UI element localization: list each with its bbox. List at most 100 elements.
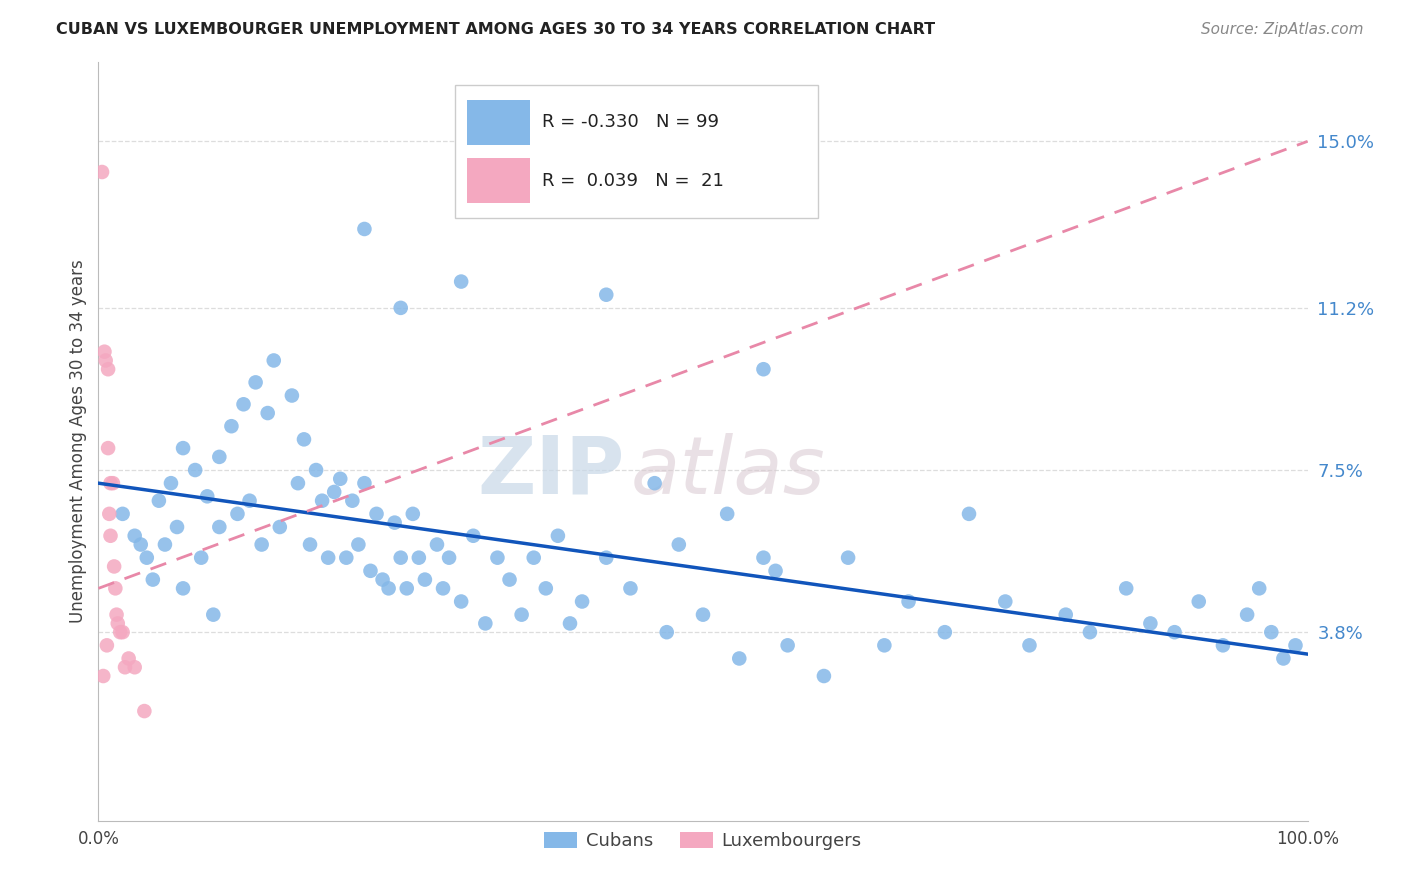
Point — [135, 550, 157, 565]
Point — [323, 485, 346, 500]
Text: R = -0.330   N = 99: R = -0.330 N = 99 — [543, 113, 720, 131]
Point — [408, 550, 430, 565]
Point — [655, 625, 678, 640]
Text: ZIP: ZIP — [477, 433, 624, 511]
Point — [221, 419, 243, 434]
Point — [292, 433, 315, 447]
Point — [190, 550, 212, 565]
Point — [534, 582, 557, 596]
Point — [547, 529, 569, 543]
Point — [371, 573, 394, 587]
Point — [389, 301, 412, 315]
Point — [776, 638, 799, 652]
Point — [172, 582, 194, 596]
Point — [100, 476, 122, 491]
Point — [103, 559, 125, 574]
Point — [994, 594, 1017, 608]
Point — [1272, 651, 1295, 665]
Text: Source: ZipAtlas.com: Source: ZipAtlas.com — [1201, 22, 1364, 37]
Point — [595, 550, 617, 565]
Point — [450, 594, 472, 608]
Point — [765, 564, 787, 578]
Point — [94, 353, 117, 368]
Point — [166, 520, 188, 534]
Point — [208, 520, 231, 534]
Point — [97, 441, 120, 455]
FancyBboxPatch shape — [467, 158, 530, 203]
Point — [474, 616, 496, 631]
Point — [813, 669, 835, 683]
Point — [256, 406, 278, 420]
Text: R =  0.039   N =  21: R = 0.039 N = 21 — [543, 172, 724, 190]
Point — [287, 476, 309, 491]
Legend: Cubans, Luxembourgers: Cubans, Luxembourgers — [537, 824, 869, 857]
Point — [1212, 638, 1234, 652]
Point — [644, 476, 666, 491]
Point — [571, 594, 593, 608]
Point — [360, 564, 382, 578]
Point — [124, 660, 146, 674]
Point — [1115, 582, 1137, 596]
Point — [389, 550, 412, 565]
Point — [153, 537, 176, 551]
Point — [395, 582, 418, 596]
Point — [129, 537, 152, 551]
Point — [347, 537, 370, 551]
Point — [269, 520, 291, 534]
Point — [329, 472, 352, 486]
Point — [305, 463, 328, 477]
Point — [668, 537, 690, 551]
Point — [91, 669, 114, 683]
Point — [1260, 625, 1282, 640]
Point — [239, 493, 262, 508]
Point — [111, 507, 134, 521]
Point — [752, 362, 775, 376]
Point — [752, 550, 775, 565]
Point — [184, 463, 207, 477]
Point — [1236, 607, 1258, 622]
Point — [558, 616, 581, 631]
Point — [96, 638, 118, 652]
Point — [716, 507, 738, 521]
Point — [281, 388, 304, 402]
Point — [108, 625, 131, 640]
Point — [384, 516, 406, 530]
Point — [486, 550, 509, 565]
Point — [97, 362, 120, 376]
Point — [98, 507, 121, 521]
Point — [208, 450, 231, 464]
Point — [245, 376, 267, 390]
Point — [897, 594, 920, 608]
Point — [172, 441, 194, 455]
Point — [111, 625, 134, 640]
Point — [202, 607, 225, 622]
Point — [118, 651, 141, 665]
Point — [450, 275, 472, 289]
Point — [107, 616, 129, 631]
Point — [619, 582, 641, 596]
Point — [114, 660, 136, 674]
Point — [1139, 616, 1161, 631]
Point — [142, 573, 165, 587]
Point — [837, 550, 859, 565]
Point — [335, 550, 357, 565]
Point — [226, 507, 249, 521]
Point — [595, 287, 617, 301]
Point — [1054, 607, 1077, 622]
Point — [510, 607, 533, 622]
Point — [105, 607, 128, 622]
Point — [934, 625, 956, 640]
Point — [1249, 582, 1271, 596]
Point — [124, 529, 146, 543]
Point — [353, 476, 375, 491]
Point — [299, 537, 322, 551]
Point — [195, 489, 218, 503]
Point — [728, 651, 751, 665]
Point — [413, 573, 436, 587]
Point — [1018, 638, 1040, 652]
Point — [104, 582, 127, 596]
Point — [160, 476, 183, 491]
Point — [263, 353, 285, 368]
FancyBboxPatch shape — [467, 100, 530, 145]
Point — [134, 704, 156, 718]
